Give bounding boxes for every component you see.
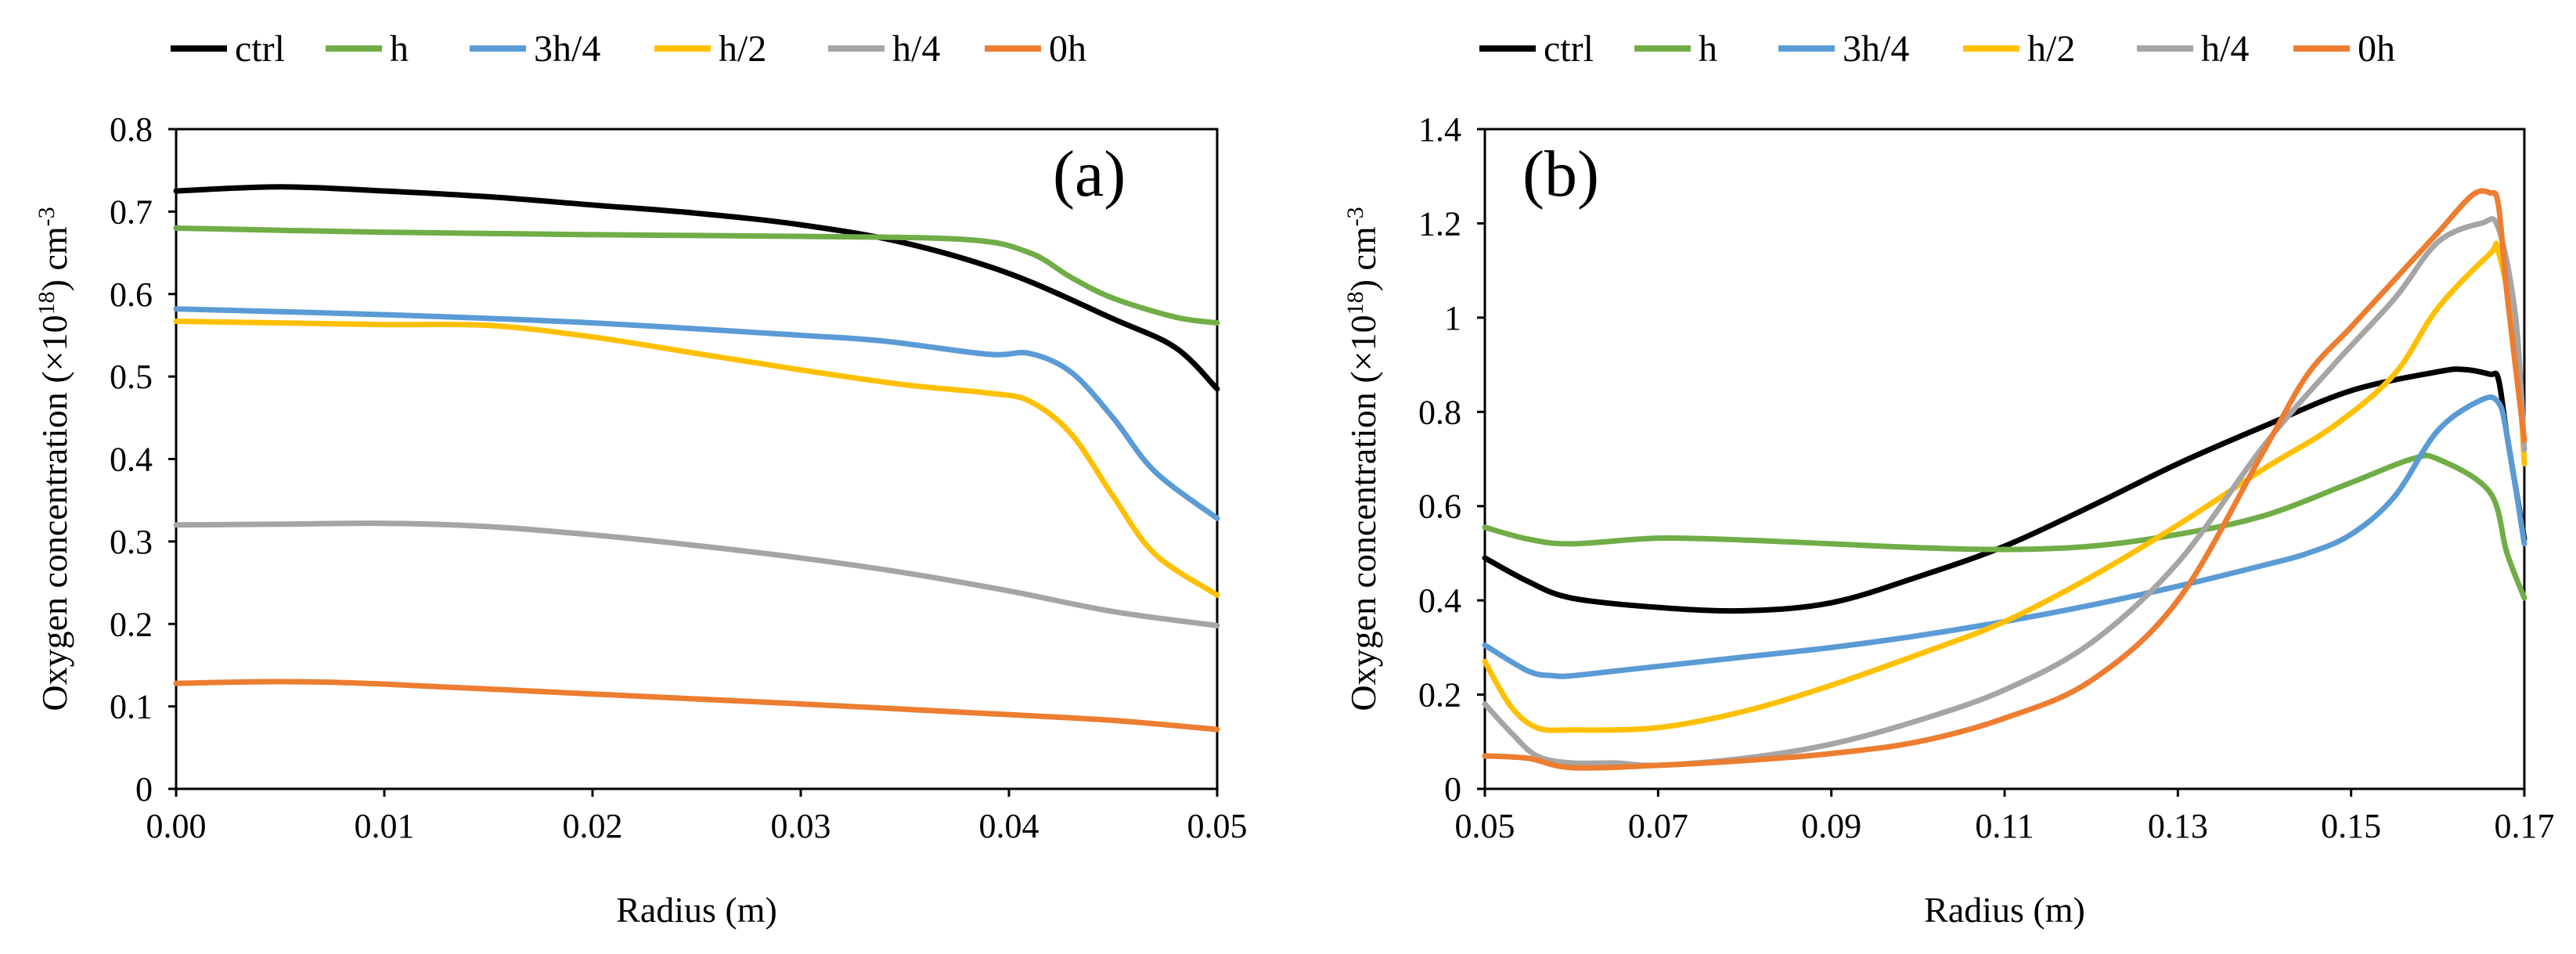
y-tick-label: 0.6	[1418, 488, 1461, 526]
series-line-h	[1482, 452, 2527, 601]
legend-label: 3h/4	[534, 28, 600, 70]
legend-label: h/4	[892, 28, 940, 70]
panel-a-chart: 0 0.1 0.2 0.3 0.4 0.5 0.6 0.7 0.8 0.00 0.01 0.02 0.0…	[34, 28, 1248, 930]
y-axis-label: Oxygen concentration (×1018) cm-3	[1342, 207, 1383, 711]
legend-item-0h: 0h	[2293, 28, 2395, 70]
legend-item-3h-over-4: 3h/4	[470, 28, 600, 70]
legend-item-0h: 0h	[985, 28, 1086, 70]
y-tick-label: 0.2	[110, 605, 153, 643]
legend-label: 0h	[1049, 28, 1086, 70]
legend-label: 3h/4	[1843, 28, 1909, 70]
x-tick-label: 0.15	[2321, 807, 2381, 845]
legend-item-ctrl: ctrl	[171, 28, 285, 70]
x-tick-label: 0.09	[1801, 807, 1861, 845]
series-line-3h-over-4	[1482, 394, 2527, 679]
legend-label: h/2	[2027, 28, 2075, 70]
y-tick-label: 0.4	[1418, 581, 1461, 620]
x-axis-label: Radius (m)	[1924, 890, 2085, 930]
y-axis-label-main: Oxygen concentration (×10	[1343, 315, 1383, 711]
series-line-0h	[173, 679, 1220, 733]
plot-area-frame	[175, 128, 1219, 790]
y-axis-label: Oxygen concentration (×1018) cm-3	[34, 207, 74, 711]
x-tick-label: 0.11	[1975, 807, 2034, 845]
panel-b-chart: 0 0.2 0.4 0.6 0.8 1 1.2 1.4 0.05 0.07 0.09 0.11 0.13…	[1342, 28, 2555, 930]
legend-item-h-over-2: h/2	[1963, 28, 2075, 70]
legend-item-ctrl: ctrl	[1479, 28, 1594, 70]
y-tick-label: 1	[1444, 299, 1461, 337]
series-line-h-over-2	[173, 319, 1220, 598]
y-tick-label: 0	[135, 770, 153, 808]
panel-label: (b)	[1522, 138, 1599, 211]
y-tick-label: 0.8	[110, 110, 153, 149]
series-line-0h	[1482, 188, 2527, 771]
y-tick-label: 0.7	[110, 193, 153, 231]
legend-label: h/4	[2201, 28, 2249, 70]
legend-item-h-over-4: h/4	[828, 28, 940, 70]
x-tick-label: 0.01	[355, 807, 415, 845]
y-axis-label-main: Oxygen concentration (×10	[34, 315, 74, 711]
y-tick-label: 0	[1444, 770, 1461, 808]
legend-label: h	[1699, 28, 1717, 70]
legend-item-3h-over-4: 3h/4	[1778, 28, 1909, 70]
legend-label: 0h	[2358, 28, 2395, 70]
y-tick-label: 0.3	[110, 523, 153, 561]
series-line-3h-over-4	[173, 306, 1220, 521]
x-tick-label: 0.17	[2495, 807, 2555, 845]
legend-item-h: h	[1634, 28, 1717, 70]
series-line-ctrl	[173, 184, 1220, 392]
series-line-h-over-4	[1482, 216, 2527, 769]
y-tick-label: 0.8	[1418, 393, 1461, 431]
y-axis-label-unit-superscript: -3	[34, 207, 59, 226]
x-tick-label: 0.00	[146, 807, 207, 845]
legend-label: h	[390, 28, 409, 70]
x-tick-label: 0.13	[2148, 807, 2208, 845]
series-line-h-over-2	[1482, 240, 2527, 733]
x-tick-label: 0.04	[979, 807, 1039, 845]
series-line-h	[173, 225, 1220, 326]
legend-item-h: h	[326, 28, 409, 70]
x-axis-label: Radius (m)	[616, 890, 777, 930]
x-tick-label: 0.05	[1187, 807, 1248, 845]
series-line-ctrl	[1482, 366, 2527, 614]
legend-item-h-over-2: h/2	[654, 28, 766, 70]
y-axis-label-superscript: 18	[1342, 291, 1368, 315]
x-tick-label: 0.05	[1455, 807, 1515, 845]
panel-label: (a)	[1053, 138, 1126, 211]
y-tick-label: 1.4	[1418, 110, 1461, 149]
y-axis-label-unit: ) cm	[34, 226, 74, 291]
y-tick-label: 1.2	[1418, 204, 1461, 243]
y-tick-label: 0.5	[110, 358, 153, 396]
y-tick-label: 0.1	[110, 688, 153, 726]
y-tick-label: 0.4	[110, 441, 153, 479]
legend-label: h/2	[719, 28, 766, 70]
x-tick-label: 0.03	[771, 807, 831, 845]
series-line-h-over-4	[173, 520, 1220, 628]
x-tick-label: 0.07	[1628, 807, 1688, 845]
legend-label: ctrl	[1544, 28, 1594, 70]
y-tick-label: 0.2	[1418, 676, 1461, 715]
x-tick-label: 0.02	[563, 807, 623, 845]
y-axis-label-unit: ) cm	[1343, 226, 1383, 291]
y-tick-label: 0.6	[110, 275, 153, 314]
legend-item-h-over-4: h/4	[2137, 28, 2249, 70]
y-axis-label-unit-superscript: -3	[1342, 207, 1368, 226]
y-axis-label-superscript: 18	[34, 291, 59, 315]
legend-label: ctrl	[235, 28, 285, 70]
